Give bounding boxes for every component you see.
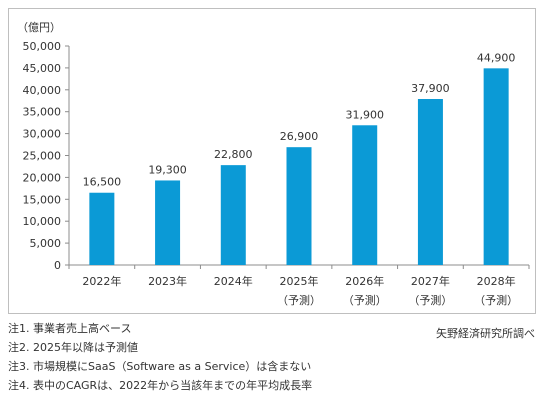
note-3: 注3. 市場規模にSaaS（Software as a Service）は含まな… — [8, 360, 312, 373]
x-tick-sublabel: （予測） — [343, 293, 387, 307]
bar — [286, 147, 312, 265]
x-tick-label: 2025年 — [280, 274, 319, 288]
y-tick-label: 15,000 — [23, 193, 62, 206]
chart-frame: （億円） 0 5,000 10,000 15,000 20,000 25,000 30,000… — [8, 8, 536, 314]
data-label: 16,500 — [83, 176, 122, 189]
x-tick-label: 2024年 — [214, 274, 253, 288]
bar — [220, 165, 246, 265]
y-tick-label: 10,000 — [23, 215, 62, 228]
y-tick-label: 35,000 — [23, 106, 62, 119]
note-1: 注1. 事業者売上高ベース — [8, 322, 132, 335]
x-tick-label: 2027年 — [411, 274, 450, 288]
y-tick-label: 30,000 — [23, 128, 62, 141]
x-tick-label: 2026年 — [345, 274, 384, 288]
y-tick-label: 50,000 — [23, 40, 62, 53]
bar-chart: （億円） 0 5,000 10,000 15,000 20,000 25,000 30,000… — [17, 21, 530, 307]
data-label: 37,900 — [411, 82, 450, 95]
x-tick-sublabel: （予測） — [277, 293, 321, 307]
data-label: 19,300 — [148, 163, 187, 176]
x-tick-sublabel: （予測） — [408, 293, 452, 307]
data-label: 31,900 — [345, 108, 384, 121]
x-tick-label: 2023年 — [148, 274, 187, 288]
unit-label: （億円） — [17, 21, 61, 34]
note-2: 注2. 2025年以降は予測値 — [8, 341, 138, 354]
y-tick-label: 5,000 — [30, 237, 62, 250]
data-label: 44,900 — [477, 51, 516, 64]
y-tick-label: 45,000 — [23, 62, 62, 75]
y-tick-label: 25,000 — [23, 150, 62, 163]
source-credit: 矢野経済研究所調べ — [436, 327, 535, 340]
y-tick-label: 40,000 — [23, 84, 62, 97]
bar — [89, 192, 115, 265]
bar — [352, 125, 378, 265]
data-label: 26,900 — [280, 130, 319, 143]
bar — [155, 180, 181, 265]
x-tick-sublabel: （予測） — [474, 293, 518, 307]
bar — [483, 68, 509, 265]
bar — [417, 98, 443, 265]
y-tick-label: 0 — [54, 259, 61, 272]
data-label: 22,800 — [214, 148, 253, 161]
x-tick-label: 2022年 — [82, 274, 121, 288]
x-tick-label: 2028年 — [477, 274, 516, 288]
note-4: 注4. 表中のCAGRは、2022年から当該年までの年平均成長率 — [8, 379, 313, 392]
y-tick-label: 20,000 — [23, 171, 62, 184]
